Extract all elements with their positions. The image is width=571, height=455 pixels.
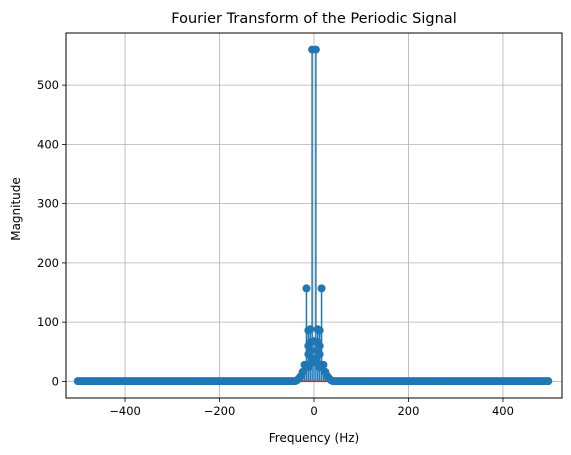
y-tick-label: 200 — [37, 256, 59, 270]
x-tick-label: −400 — [109, 404, 141, 418]
stem-marker — [316, 326, 324, 334]
x-axis-label: Frequency (Hz) — [269, 431, 360, 445]
y-tick-label: 300 — [37, 197, 59, 211]
x-tick-label: 0 — [310, 404, 317, 418]
y-axis-label: Magnitude — [9, 177, 23, 241]
y-tick-label: 500 — [37, 78, 59, 92]
stem-marker — [544, 377, 552, 385]
y-tick-label: 0 — [52, 374, 59, 388]
stem-marker — [318, 284, 326, 292]
stem-marker — [302, 284, 310, 292]
y-tick-label: 100 — [37, 315, 59, 329]
stem-marker — [306, 325, 314, 333]
stem-marker — [304, 363, 312, 371]
x-tick-label: −200 — [204, 404, 236, 418]
y-tick-label: 400 — [37, 137, 59, 151]
stem-marker — [316, 363, 324, 371]
x-tick-label: 400 — [492, 404, 514, 418]
chart-title: Fourier Transform of the Periodic Signal — [171, 11, 456, 27]
stem-marker — [312, 46, 320, 54]
x-tick-label: 200 — [397, 404, 419, 418]
